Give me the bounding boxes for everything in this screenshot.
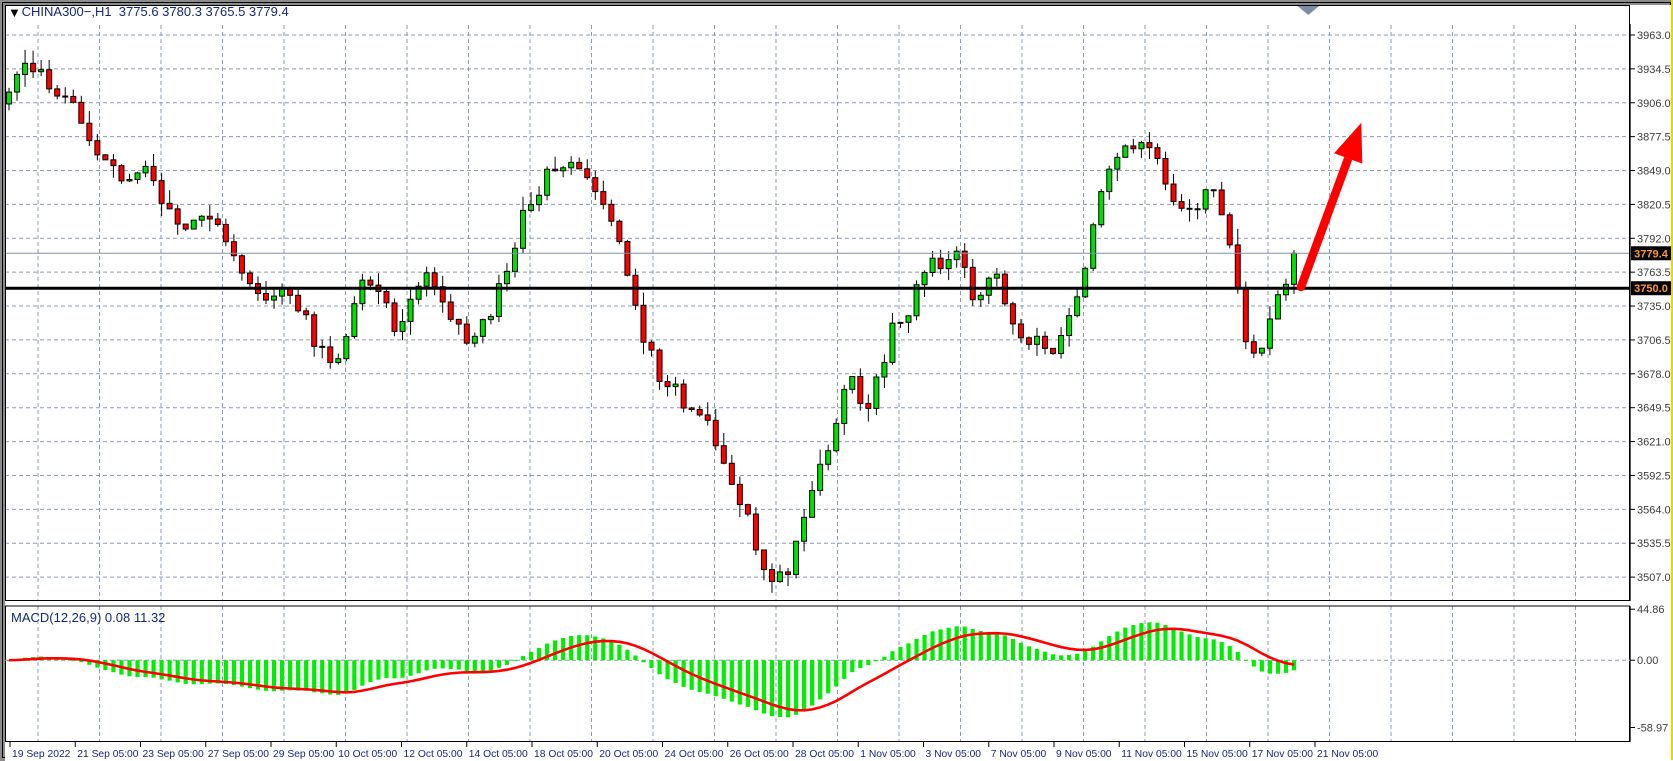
svg-text:0.00: 0.00 bbox=[1637, 655, 1658, 667]
svg-text:3507.0: 3507.0 bbox=[1637, 572, 1671, 584]
svg-text:24 Oct 05:00: 24 Oct 05:00 bbox=[665, 749, 724, 760]
svg-text:7 Nov 05:00: 7 Nov 05:00 bbox=[991, 749, 1047, 760]
svg-text:9 Nov 05:00: 9 Nov 05:00 bbox=[1056, 749, 1112, 760]
svg-text:23 Sep 05:00: 23 Sep 05:00 bbox=[143, 749, 205, 760]
svg-text:20 Oct 05:00: 20 Oct 05:00 bbox=[599, 749, 658, 760]
svg-text:27 Sep 05:00: 27 Sep 05:00 bbox=[208, 749, 270, 760]
svg-text:3963.0: 3963.0 bbox=[1637, 30, 1671, 42]
svg-text:11 Nov 05:00: 11 Nov 05:00 bbox=[1121, 749, 1182, 760]
svg-text:3763.5: 3763.5 bbox=[1637, 267, 1671, 279]
svg-text:3 Nov 05:00: 3 Nov 05:00 bbox=[926, 749, 982, 760]
svg-text:3906.0: 3906.0 bbox=[1637, 98, 1671, 110]
svg-text:-58.97: -58.97 bbox=[1637, 723, 1668, 735]
svg-text:15 Nov 05:00: 15 Nov 05:00 bbox=[1187, 749, 1249, 760]
svg-text:1 Nov 05:00: 1 Nov 05:00 bbox=[860, 749, 916, 760]
svg-text:21 Nov 05:00: 21 Nov 05:00 bbox=[1317, 749, 1379, 760]
svg-text:3649.5: 3649.5 bbox=[1637, 403, 1671, 415]
svg-text:3792.0: 3792.0 bbox=[1637, 233, 1671, 245]
svg-text:44.86: 44.86 bbox=[1637, 604, 1665, 616]
svg-text:3779.4: 3779.4 bbox=[1634, 248, 1669, 260]
svg-text:3706.5: 3706.5 bbox=[1637, 335, 1671, 347]
svg-text:28 Oct 05:00: 28 Oct 05:00 bbox=[795, 749, 854, 760]
svg-text:18 Oct 05:00: 18 Oct 05:00 bbox=[534, 749, 593, 760]
svg-text:3820.5: 3820.5 bbox=[1637, 199, 1671, 211]
svg-text:MACD(12,26,9) 0.08 11.32: MACD(12,26,9) 0.08 11.32 bbox=[11, 610, 165, 625]
svg-text:19 Sep 2022: 19 Sep 2022 bbox=[12, 749, 71, 760]
svg-text:3750.0: 3750.0 bbox=[1634, 283, 1668, 295]
svg-text:21 Sep 05:00: 21 Sep 05:00 bbox=[77, 749, 139, 760]
svg-text:3849.0: 3849.0 bbox=[1637, 166, 1671, 178]
svg-text:26 Oct 05:00: 26 Oct 05:00 bbox=[730, 749, 789, 760]
svg-text:3564.0: 3564.0 bbox=[1637, 504, 1671, 516]
svg-text:3735.0: 3735.0 bbox=[1637, 301, 1671, 313]
svg-text:29 Sep 05:00: 29 Sep 05:00 bbox=[273, 749, 335, 760]
svg-text:3934.5: 3934.5 bbox=[1637, 64, 1671, 76]
svg-text:14 Oct 05:00: 14 Oct 05:00 bbox=[469, 749, 528, 760]
svg-text:12 Oct 05:00: 12 Oct 05:00 bbox=[404, 749, 463, 760]
svg-text:10 Oct 05:00: 10 Oct 05:00 bbox=[338, 749, 397, 760]
svg-text:3535.5: 3535.5 bbox=[1637, 538, 1671, 550]
svg-text:3592.5: 3592.5 bbox=[1637, 470, 1671, 482]
svg-text:17 Nov 05:00: 17 Nov 05:00 bbox=[1252, 749, 1314, 760]
svg-text:3678.0: 3678.0 bbox=[1637, 369, 1671, 381]
svg-text:3621.0: 3621.0 bbox=[1637, 437, 1671, 449]
svg-text:3877.5: 3877.5 bbox=[1637, 132, 1671, 144]
